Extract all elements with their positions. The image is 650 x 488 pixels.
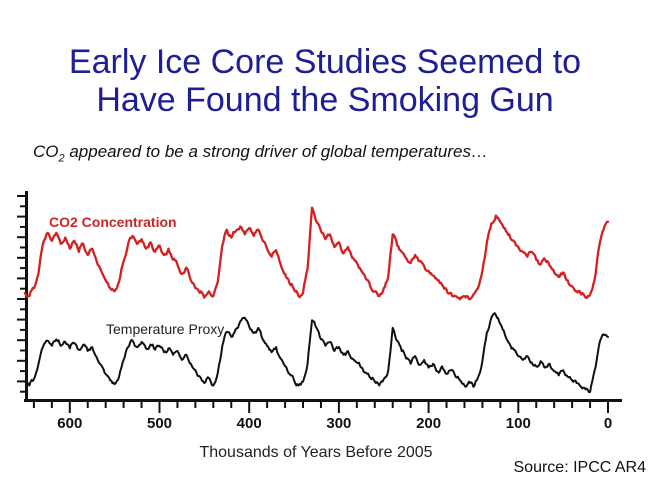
co2-series-label: CO2 Concentration [49, 214, 177, 230]
slide-subtitle: CO2 appeared to be a strong driver of gl… [33, 142, 488, 164]
source-credit: Source: IPCC AR4 [513, 459, 647, 476]
slide-title: Early Ice Core Studies Seemed to Have Fou… [0, 43, 650, 119]
x-axis-title: Thousands of Years Before 2005 [199, 444, 433, 461]
x-tick-label: 400 [236, 415, 262, 432]
x-tick-label: 600 [57, 415, 83, 432]
co2-concentration-line [23, 206, 610, 301]
subtitle-text: appeared to be a strong driver of global… [64, 142, 488, 161]
x-tick-label: 100 [505, 415, 531, 432]
temperature-series-label: Temperature Proxy [106, 321, 225, 337]
x-tick-label: 0 [603, 415, 613, 432]
title-line-2: Have Found the Smoking Gun [96, 80, 554, 119]
subtitle-subscript-2: 2 [58, 152, 65, 165]
x-tick-label: 500 [146, 415, 173, 432]
temperature-proxy-line [23, 312, 609, 394]
subtitle-co: CO [33, 142, 59, 161]
title-line-1: Early Ice Core Studies Seemed to [68, 42, 582, 81]
x-tick-label: 300 [326, 415, 352, 432]
x-tick-label: 200 [416, 415, 442, 432]
